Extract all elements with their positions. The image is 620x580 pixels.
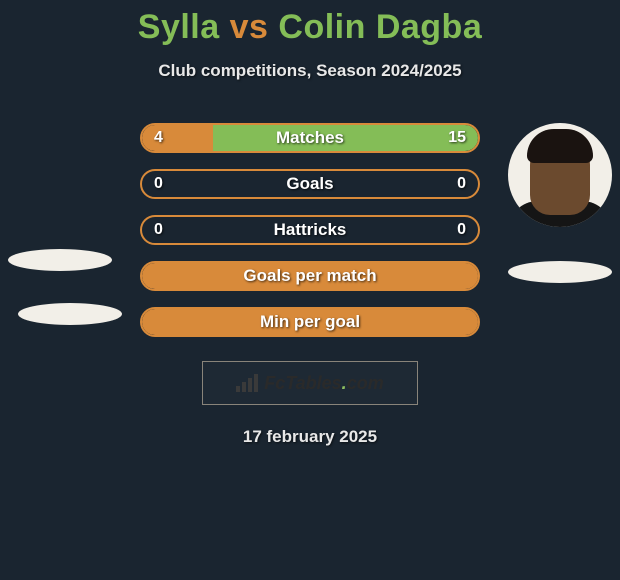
- stat-row-goals: 0 Goals 0: [140, 169, 480, 199]
- stat-label: Goals per match: [142, 263, 478, 289]
- stat-value-right: 0: [457, 171, 466, 197]
- comparison-area: 4 Matches 15 0 Goals 0 0 Hattricks 0 Goa…: [0, 123, 620, 447]
- infographic-container: Sylla vs Colin Dagba Club competitions, …: [0, 0, 620, 447]
- player2-rating-placeholder: [508, 261, 612, 283]
- stat-row-matches: 4 Matches 15: [140, 123, 480, 153]
- stat-row-min-per-goal: Min per goal: [140, 307, 480, 337]
- watermark: FcTables.com: [202, 361, 418, 405]
- page-title: Sylla vs Colin Dagba: [0, 8, 620, 47]
- stat-label: Goals: [142, 171, 478, 197]
- watermark-suffix: com: [347, 373, 384, 393]
- stat-bars: 4 Matches 15 0 Goals 0 0 Hattricks 0 Goa…: [140, 123, 480, 337]
- player2-avatar: [508, 123, 612, 227]
- watermark-text: FcTables.com: [264, 373, 383, 394]
- watermark-pre: Fc: [264, 373, 285, 393]
- stat-row-goals-per-match: Goals per match: [140, 261, 480, 291]
- avatar-hair: [527, 129, 593, 163]
- subtitle: Club competitions, Season 2024/2025: [0, 61, 620, 81]
- stat-label: Min per goal: [142, 309, 478, 335]
- player1-avatar-placeholder: [8, 249, 112, 271]
- player1-name: Sylla: [138, 8, 220, 46]
- vs-separator: vs: [230, 8, 269, 46]
- stat-value-right: 0: [457, 217, 466, 243]
- stat-label: Matches: [142, 125, 478, 151]
- player1-rating-placeholder: [18, 303, 122, 325]
- stat-row-hattricks: 0 Hattricks 0: [140, 215, 480, 245]
- date-label: 17 february 2025: [0, 427, 620, 447]
- watermark-main: Tables: [285, 373, 341, 393]
- player2-name: Colin Dagba: [278, 8, 482, 46]
- stat-label: Hattricks: [142, 217, 478, 243]
- chart-icon: [236, 374, 258, 392]
- stat-value-right: 15: [448, 125, 466, 151]
